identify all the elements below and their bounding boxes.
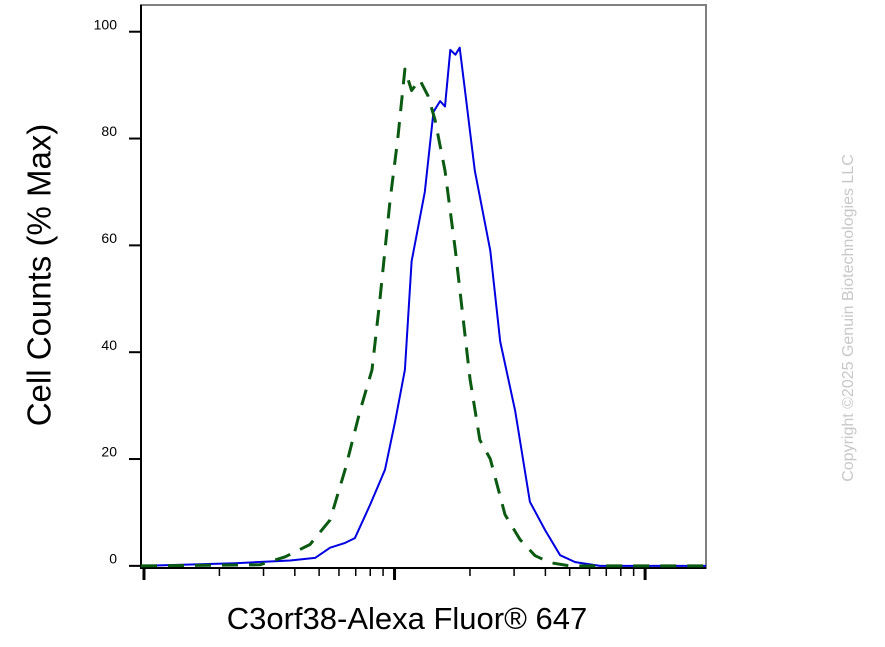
y-tick-label: 0 — [109, 551, 117, 567]
watermark: Copyright ©2025 Genuin Biotechnologies L… — [840, 154, 857, 482]
y-axis-label: Cell Counts (% Max) — [21, 124, 58, 427]
series-line — [140, 67, 706, 568]
y-tick-label: 40 — [101, 337, 117, 353]
series-line — [140, 46, 706, 567]
y-tick-label: 80 — [101, 123, 117, 139]
x-axis-label: C3orf38-Alexa Fluor® 647 — [227, 601, 588, 636]
y-tick-label: 60 — [101, 230, 117, 246]
y-tick-label: 100 — [94, 16, 118, 32]
y-tick-label: 20 — [101, 444, 117, 460]
